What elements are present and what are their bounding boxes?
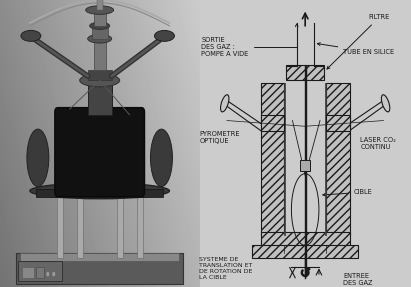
Ellipse shape: [27, 129, 49, 187]
Ellipse shape: [21, 30, 41, 41]
Bar: [16, 253, 183, 284]
Ellipse shape: [155, 30, 174, 41]
Bar: [261, 232, 350, 253]
Bar: [92, 26, 108, 39]
Bar: [77, 192, 83, 258]
Text: ENTREE
DES GAZ: ENTREE DES GAZ: [343, 273, 373, 286]
Bar: [261, 83, 284, 235]
Ellipse shape: [30, 183, 169, 199]
Bar: [136, 192, 143, 258]
Text: LASER CO₂
CONTINU: LASER CO₂ CONTINU: [360, 137, 396, 150]
Bar: [117, 192, 122, 258]
Ellipse shape: [381, 95, 390, 112]
Bar: [57, 192, 63, 258]
Bar: [286, 65, 324, 80]
Text: SORTIE
DES GAZ :
POMPE A VIDE: SORTIE DES GAZ : POMPE A VIDE: [201, 24, 298, 57]
Bar: [94, 39, 106, 70]
Ellipse shape: [46, 271, 50, 277]
Ellipse shape: [221, 95, 229, 112]
Bar: [326, 83, 350, 235]
Bar: [252, 245, 358, 258]
FancyBboxPatch shape: [55, 108, 145, 197]
Bar: [261, 115, 284, 131]
Ellipse shape: [80, 74, 120, 87]
Bar: [18, 261, 62, 281]
Bar: [88, 80, 112, 115]
Bar: [22, 267, 34, 278]
Bar: [300, 160, 310, 171]
Text: PYROMETRE
OPTIQUE: PYROMETRE OPTIQUE: [199, 131, 240, 144]
Bar: [94, 10, 106, 26]
Bar: [326, 115, 350, 131]
Bar: [36, 189, 164, 197]
Text: FILTRE: FILTRE: [327, 14, 390, 69]
Bar: [36, 267, 44, 278]
Bar: [325, 83, 326, 235]
Ellipse shape: [88, 34, 112, 43]
Bar: [97, 0, 103, 10]
Bar: [88, 70, 112, 80]
Text: TUBE EN SILICE: TUBE EN SILICE: [317, 43, 395, 55]
Ellipse shape: [86, 6, 113, 14]
Bar: [20, 253, 179, 261]
Ellipse shape: [150, 129, 173, 187]
Ellipse shape: [52, 271, 56, 277]
Ellipse shape: [90, 22, 110, 29]
Text: SYSTEME DE
TRANSLATION ET
DE ROTATION DE
LA CIBLE: SYSTEME DE TRANSLATION ET DE ROTATION DE…: [199, 257, 253, 280]
Bar: [284, 83, 285, 235]
Text: CIBLE: CIBLE: [323, 189, 373, 196]
